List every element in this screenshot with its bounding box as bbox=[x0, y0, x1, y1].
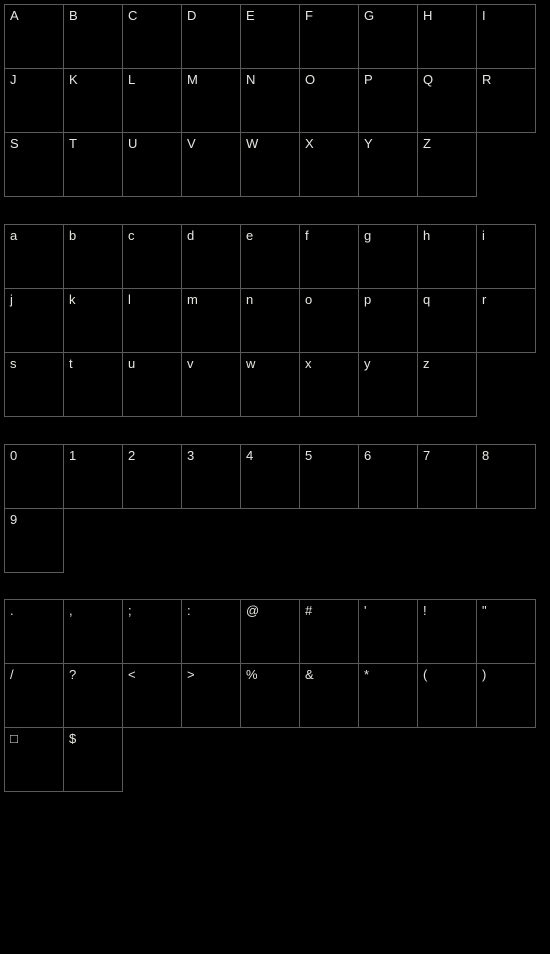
glyph-cell: 9 bbox=[4, 508, 64, 573]
glyph-cell: w bbox=[240, 352, 300, 417]
glyph-cell: Q bbox=[417, 68, 477, 133]
glyph-cell: N bbox=[240, 68, 300, 133]
glyph-cell: a bbox=[4, 224, 64, 289]
glyph-cell: y bbox=[358, 352, 418, 417]
glyph-cell: H bbox=[417, 4, 477, 69]
glyph-cell: I bbox=[476, 4, 536, 69]
glyph-cell: 1 bbox=[63, 444, 123, 509]
glyph-cell: B bbox=[63, 4, 123, 69]
glyph-section-digits: 012345678 9 bbox=[5, 445, 537, 573]
glyph-cell: S bbox=[4, 132, 64, 197]
glyph-cell: ( bbox=[417, 663, 477, 728]
glyph-cell: M bbox=[181, 68, 241, 133]
glyph-cell: p bbox=[358, 288, 418, 353]
glyph-cell: * bbox=[358, 663, 418, 728]
glyph-cell: 0 bbox=[4, 444, 64, 509]
glyph-section-lowercase: abcdefghi jklmnopqr stuvwxyz bbox=[5, 225, 537, 417]
glyph-cell: W bbox=[240, 132, 300, 197]
glyph-cell: R bbox=[476, 68, 536, 133]
glyph-cell: Z bbox=[417, 132, 477, 197]
glyph-cell: " bbox=[476, 599, 536, 664]
glyph-cell: F bbox=[299, 4, 359, 69]
glyph-cell: 4 bbox=[240, 444, 300, 509]
glyph-cell: : bbox=[181, 599, 241, 664]
glyph-cell: K bbox=[63, 68, 123, 133]
glyph-cell: z bbox=[417, 352, 477, 417]
glyph-cell: P bbox=[358, 68, 418, 133]
glyph-cell: T bbox=[63, 132, 123, 197]
glyph-cell: > bbox=[181, 663, 241, 728]
glyph-cell: U bbox=[122, 132, 182, 197]
glyph-cell: o bbox=[299, 288, 359, 353]
glyph-cell: / bbox=[4, 663, 64, 728]
glyph-cell: d bbox=[181, 224, 241, 289]
glyph-cell: J bbox=[4, 68, 64, 133]
glyph-cell: ; bbox=[122, 599, 182, 664]
glyph-cell: V bbox=[181, 132, 241, 197]
glyph-cell: 8 bbox=[476, 444, 536, 509]
glyph-cell: C bbox=[122, 4, 182, 69]
glyph-cell: , bbox=[63, 599, 123, 664]
glyph-cell: j bbox=[4, 288, 64, 353]
glyph-cell: q bbox=[417, 288, 477, 353]
glyph-cell: E bbox=[240, 4, 300, 69]
glyph-cell: % bbox=[240, 663, 300, 728]
glyph-cell: $ bbox=[63, 727, 123, 792]
glyph-cell: L bbox=[122, 68, 182, 133]
glyph-cell: m bbox=[181, 288, 241, 353]
glyph-cell: A bbox=[4, 4, 64, 69]
glyph-cell: # bbox=[299, 599, 359, 664]
glyph-cell: ? bbox=[63, 663, 123, 728]
glyph-cell: D bbox=[181, 4, 241, 69]
glyph-cell: i bbox=[476, 224, 536, 289]
glyph-cell: 3 bbox=[181, 444, 241, 509]
glyph-cell: u bbox=[122, 352, 182, 417]
glyph-cell: 7 bbox=[417, 444, 477, 509]
glyph-cell: ' bbox=[358, 599, 418, 664]
glyph-cell: t bbox=[63, 352, 123, 417]
glyph-cell: □ bbox=[4, 727, 64, 792]
glyph-cell: l bbox=[122, 288, 182, 353]
glyph-cell: & bbox=[299, 663, 359, 728]
glyph-cell: O bbox=[299, 68, 359, 133]
glyph-cell: s bbox=[4, 352, 64, 417]
glyph-cell: 5 bbox=[299, 444, 359, 509]
glyph-cell: f bbox=[299, 224, 359, 289]
glyph-cell: X bbox=[299, 132, 359, 197]
glyph-cell: v bbox=[181, 352, 241, 417]
glyph-cell: 2 bbox=[122, 444, 182, 509]
glyph-cell: b bbox=[63, 224, 123, 289]
glyph-cell: ! bbox=[417, 599, 477, 664]
glyph-cell: k bbox=[63, 288, 123, 353]
glyph-cell: 6 bbox=[358, 444, 418, 509]
glyph-cell: . bbox=[4, 599, 64, 664]
glyph-cell: r bbox=[476, 288, 536, 353]
glyph-cell: ) bbox=[476, 663, 536, 728]
glyph-cell: Y bbox=[358, 132, 418, 197]
glyph-cell: G bbox=[358, 4, 418, 69]
glyph-cell: c bbox=[122, 224, 182, 289]
glyph-cell: e bbox=[240, 224, 300, 289]
glyph-section-uppercase: ABCDEFGHI JKLMNOPQR STUVWXYZ bbox=[5, 5, 537, 197]
glyph-cell: x bbox=[299, 352, 359, 417]
glyph-cell: h bbox=[417, 224, 477, 289]
glyph-cell: < bbox=[122, 663, 182, 728]
glyph-section-symbols: .,;:@#'!" /?<>%&*() □$ bbox=[5, 600, 537, 792]
glyph-cell: @ bbox=[240, 599, 300, 664]
glyph-cell: n bbox=[240, 288, 300, 353]
glyph-cell: g bbox=[358, 224, 418, 289]
